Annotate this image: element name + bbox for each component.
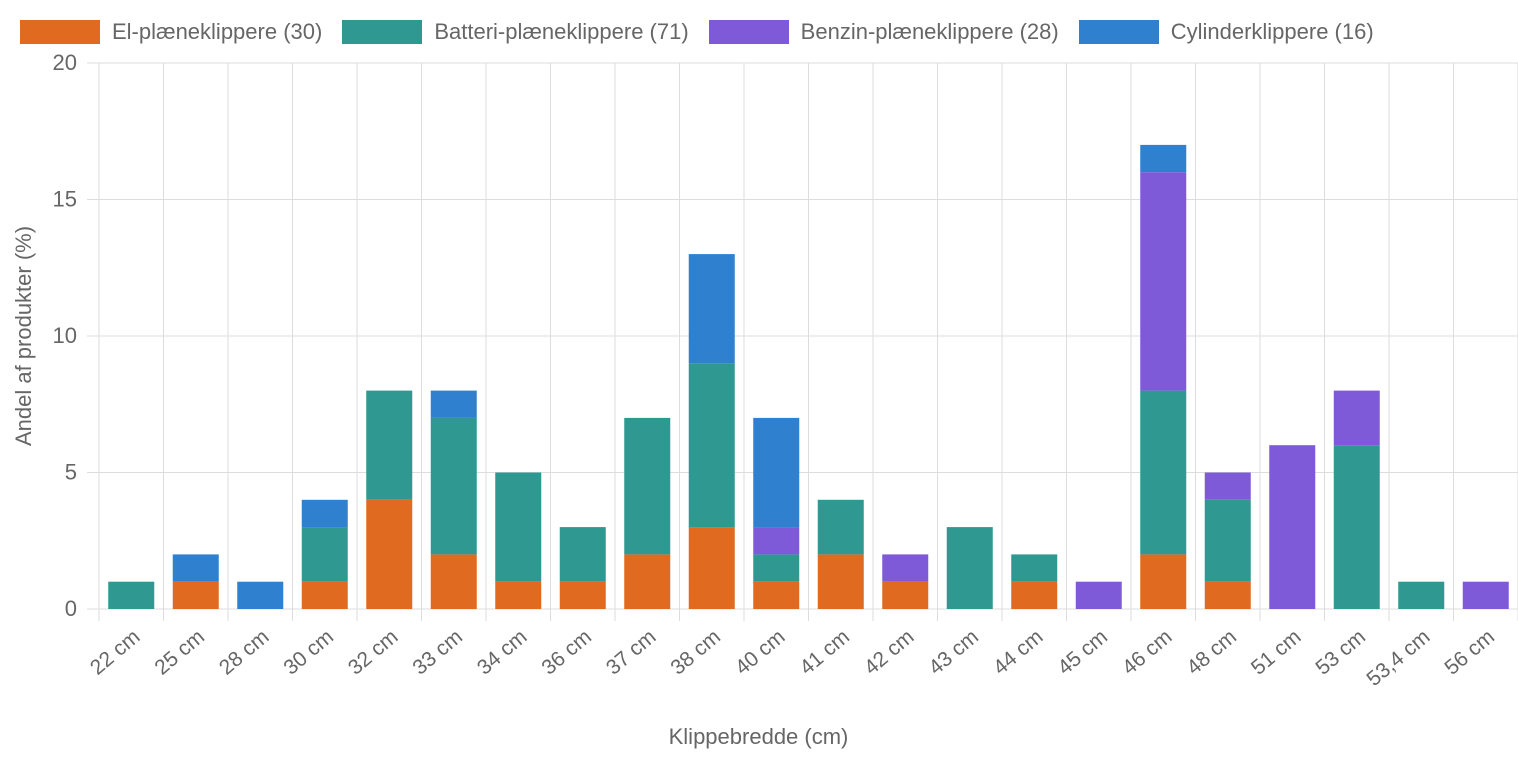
y-tick-label: 5: [65, 460, 77, 485]
legend-swatch: [20, 20, 100, 44]
legend-label: Benzin-plæneklippere (28): [800, 19, 1059, 44]
legend-label: El-plæneklippere (30): [112, 19, 323, 44]
bar-segment: [1333, 390, 1380, 446]
bar-segment: [1140, 554, 1187, 609]
x-tick-label: 30 cm: [279, 625, 338, 679]
bar-segment: [430, 390, 477, 418]
bar-segment: [1204, 472, 1251, 500]
x-tick-label: 42 cm: [860, 625, 919, 679]
bar-segment: [1140, 172, 1187, 391]
x-tick-label: 43 cm: [924, 625, 983, 679]
x-tick-label: 44 cm: [989, 625, 1048, 679]
chart-legend: El-plæneklippere (30) Batteri-plæneklippe…: [20, 14, 1394, 50]
x-tick-label: 45 cm: [1053, 625, 1112, 679]
bar-segment: [1333, 445, 1380, 609]
x-tick-label: 33 cm: [408, 625, 467, 679]
x-tick-label: 41 cm: [795, 625, 854, 679]
bar-segment: [817, 499, 864, 555]
x-tick-label: 53 cm: [1311, 625, 1370, 679]
x-tick-label: 22 cm: [86, 625, 145, 679]
y-axis-title: Andel af produkter (%): [11, 226, 36, 446]
legend-swatch: [342, 20, 423, 44]
bar-segment: [237, 581, 284, 609]
bar-segment: [753, 581, 800, 609]
x-tick-label: 28 cm: [215, 625, 274, 679]
bar-segment: [1204, 499, 1251, 582]
legend-item[interactable]: Batteri-plæneklippere (71): [342, 19, 689, 45]
bar-segment: [172, 581, 219, 609]
x-axis-title: Klippebredde (cm): [669, 724, 849, 749]
bar-segment: [559, 527, 606, 582]
x-tick-label: 56 cm: [1440, 625, 1499, 679]
bar-segment: [495, 472, 542, 582]
bar-segment: [753, 554, 800, 582]
x-tick-label: 36 cm: [537, 625, 596, 679]
bar-segment: [366, 390, 413, 500]
bar-segment: [817, 554, 864, 609]
bar-segment: [108, 581, 155, 609]
x-tick-label: 51 cm: [1247, 625, 1306, 679]
bar-segment: [753, 527, 800, 555]
legend-item[interactable]: Benzin-plæneklippere (28): [708, 19, 1059, 45]
bar-segment: [1011, 581, 1058, 609]
y-tick-label: 0: [65, 596, 77, 621]
legend-item[interactable]: El-plæneklippere (30): [20, 19, 322, 45]
bar-segment: [430, 554, 477, 609]
bar-segment: [172, 554, 219, 582]
bar-segment: [1075, 581, 1122, 609]
legend-swatch: [708, 20, 789, 44]
bar-segment: [1398, 581, 1445, 609]
bar-segment: [1204, 581, 1251, 609]
bar-segment: [1462, 581, 1509, 609]
bar-segment: [688, 527, 735, 609]
bar-segment: [1140, 144, 1187, 173]
bar-segment: [301, 499, 348, 528]
x-tick-label: 40 cm: [731, 625, 790, 679]
bar-segment: [1269, 445, 1316, 609]
y-tick-label: 20: [53, 50, 77, 75]
y-tick-label: 10: [53, 323, 77, 348]
x-tick-label: 53,4 cm: [1362, 625, 1434, 691]
bar-segment: [882, 554, 929, 582]
legend-swatch: [1078, 20, 1159, 44]
bar-segment: [1011, 554, 1058, 582]
legend-label: Cylinderklippere (16): [1170, 19, 1374, 44]
x-tick-label: 32 cm: [344, 625, 403, 679]
x-tick-label: 37 cm: [602, 625, 661, 679]
bar-segment: [688, 363, 735, 528]
bar-segment: [688, 254, 735, 364]
bar-segment: [366, 499, 413, 609]
bar-segment: [624, 417, 671, 555]
bar-segment: [1140, 390, 1187, 555]
legend-item[interactable]: Cylinderklippere (16): [1078, 19, 1374, 45]
legend-label: Batteri-plæneklippere (71): [434, 19, 689, 44]
bar-segment: [882, 581, 929, 609]
bar-segment: [301, 527, 348, 582]
x-tick-label: 25 cm: [150, 625, 209, 679]
x-tick-label: 48 cm: [1182, 625, 1241, 679]
bar-segment: [301, 581, 348, 609]
bar-segment: [559, 581, 606, 609]
bar-segment: [495, 581, 542, 609]
bar-segment: [753, 417, 800, 528]
x-tick-label: 46 cm: [1118, 625, 1177, 679]
x-tick-label: 34 cm: [473, 625, 532, 679]
y-tick-label: 15: [53, 187, 77, 212]
bar-segment: [624, 554, 671, 609]
bar-segment: [430, 417, 477, 555]
bar-segment: [946, 527, 993, 609]
x-tick-label: 38 cm: [666, 625, 725, 679]
